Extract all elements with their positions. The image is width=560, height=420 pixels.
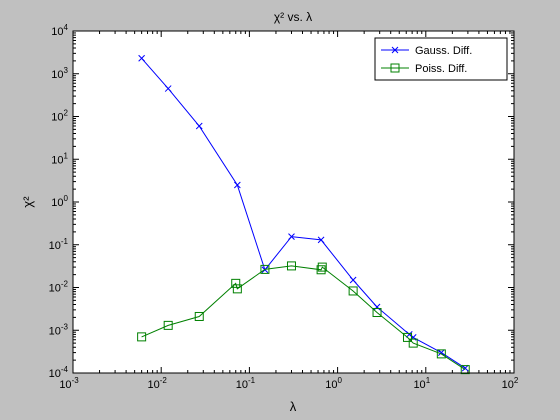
plot-frame <box>72 30 515 374</box>
chart-title: χ² vs. λ <box>274 10 312 24</box>
y-tick-label: 10-1 <box>49 237 69 252</box>
square-marker <box>408 338 418 348</box>
x-axis-label: λ <box>290 399 297 414</box>
x-tick-label: 10-3 <box>59 376 79 391</box>
square-marker <box>194 311 204 321</box>
legend-box <box>374 37 508 81</box>
x-tick-label: 100 <box>325 376 342 391</box>
y-axis-label: χ² <box>20 196 35 208</box>
x-tick-label: 102 <box>502 376 519 391</box>
y-tick-label: 104 <box>51 23 68 38</box>
square-marker <box>232 284 242 294</box>
x-marker <box>195 122 203 130</box>
square-marker <box>348 286 358 296</box>
square-marker <box>260 264 270 274</box>
square-marker <box>231 278 241 288</box>
legend-item: Gauss. Diff. <box>381 45 472 57</box>
legend-marker <box>390 63 400 73</box>
x-marker <box>437 349 445 356</box>
legend-label: Poiss. Diff. <box>415 63 467 75</box>
x-marker <box>317 236 325 244</box>
y-tick-label: 103 <box>51 66 68 81</box>
y-tick-label: 102 <box>51 109 68 124</box>
square-marker <box>137 332 147 342</box>
square-marker <box>460 365 470 375</box>
legend-item: Poiss. Diff. <box>381 63 467 75</box>
x-marker <box>138 54 145 62</box>
axis-ticks: 10-3 10-2 10-1 100 101 10210-410-310-210-1100… <box>49 23 519 391</box>
series-poiss-diff <box>137 261 470 375</box>
x-marker <box>164 85 172 92</box>
square-marker <box>163 320 173 330</box>
x-marker <box>288 233 295 240</box>
x-tick-label: 10-1 <box>236 376 256 391</box>
y-tick-label: 10-4 <box>49 365 69 380</box>
y-tick-label: 101 <box>51 151 68 166</box>
y-tick-label: 10-2 <box>49 280 69 295</box>
x-marker <box>349 276 357 284</box>
plot-area <box>73 31 514 373</box>
series-gauss-diff <box>138 54 469 372</box>
square-marker <box>316 265 326 275</box>
series-layer <box>137 54 470 375</box>
legend-marker <box>391 46 399 54</box>
x-tick-label: 10-2 <box>148 376 168 391</box>
x-marker <box>461 364 469 372</box>
square-marker <box>372 308 382 318</box>
square-marker <box>436 349 446 359</box>
legend: Gauss. Diff. Poiss. Diff. <box>374 37 508 81</box>
legend-label: Gauss. Diff. <box>415 45 472 57</box>
y-tick-label: 10-3 <box>49 322 69 337</box>
x-marker <box>233 181 241 189</box>
y-tick-label: 100 <box>51 194 68 209</box>
x-tick-label: 101 <box>413 376 430 391</box>
square-marker <box>402 332 412 342</box>
square-marker <box>286 261 296 271</box>
square-marker <box>317 262 327 272</box>
